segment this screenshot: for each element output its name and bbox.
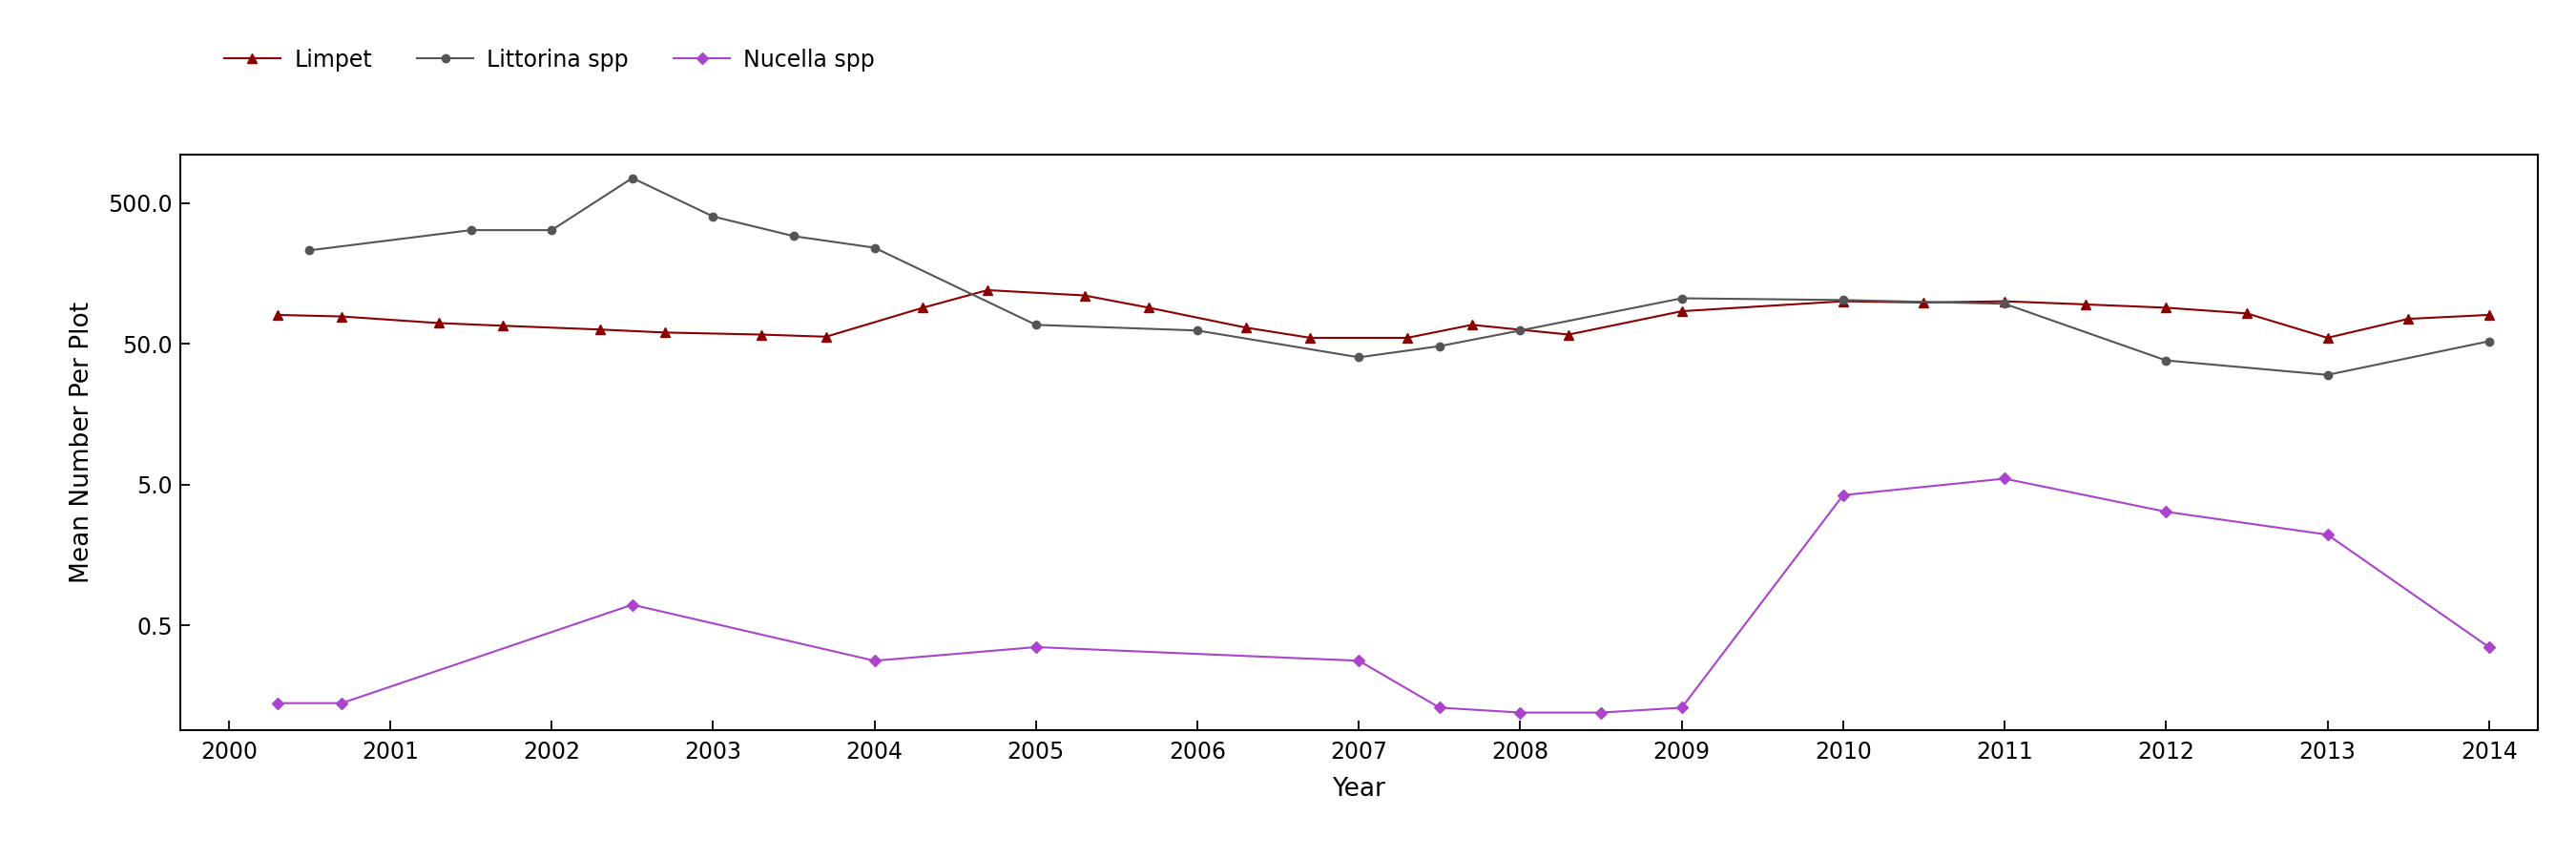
- Limpet: [1455, 320, 1486, 330]
- Littorina spp: [1182, 326, 1213, 336]
- Limpet: [2473, 310, 2504, 320]
- X-axis label: Year: Year: [1332, 777, 1386, 801]
- Nucella spp: [1425, 703, 1455, 713]
- Nucella spp: [1587, 708, 1618, 718]
- Littorina spp: [1345, 352, 1376, 362]
- Nucella spp: [1667, 703, 1698, 713]
- Littorina spp: [2473, 336, 2504, 346]
- Line: Littorina spp: Littorina spp: [307, 174, 2494, 379]
- Littorina spp: [1829, 295, 1860, 305]
- Nucella spp: [1020, 642, 1051, 652]
- Limpet: [1553, 329, 1584, 339]
- Limpet: [263, 310, 294, 320]
- Nucella spp: [1504, 708, 1535, 718]
- Littorina spp: [858, 242, 889, 253]
- Limpet: [811, 332, 842, 342]
- Littorina spp: [1504, 326, 1535, 336]
- Limpet: [1909, 297, 1940, 308]
- Littorina spp: [456, 225, 487, 235]
- Limpet: [747, 329, 778, 339]
- Nucella spp: [2313, 529, 2344, 539]
- Nucella spp: [1989, 473, 2020, 484]
- Limpet: [907, 302, 938, 313]
- Limpet: [2151, 302, 2182, 313]
- Limpet: [2071, 299, 2102, 309]
- Limpet: [585, 325, 616, 335]
- Limpet: [2231, 308, 2262, 319]
- Littorina spp: [1020, 320, 1051, 330]
- Nucella spp: [2473, 642, 2504, 652]
- Limpet: [1296, 332, 1327, 343]
- Limpet: [1829, 296, 1860, 307]
- Limpet: [1989, 296, 2020, 307]
- Line: Limpet: Limpet: [273, 285, 2494, 343]
- Limpet: [1069, 290, 1100, 301]
- Littorina spp: [294, 245, 325, 255]
- Littorina spp: [698, 211, 729, 222]
- Nucella spp: [263, 698, 294, 709]
- Limpet: [1133, 302, 1164, 313]
- Nucella spp: [327, 698, 358, 709]
- Y-axis label: Mean Number Per Plot: Mean Number Per Plot: [70, 302, 95, 583]
- Limpet: [1391, 332, 1422, 343]
- Limpet: [422, 318, 453, 328]
- Nucella spp: [1829, 490, 1860, 500]
- Littorina spp: [1989, 299, 2020, 309]
- Limpet: [1231, 322, 1262, 332]
- Limpet: [2313, 332, 2344, 343]
- Littorina spp: [616, 173, 647, 183]
- Legend: Limpet, Littorina spp, Nucella spp: Limpet, Littorina spp, Nucella spp: [216, 40, 884, 80]
- Limpet: [649, 327, 680, 338]
- Limpet: [2393, 314, 2424, 324]
- Line: Nucella spp: Nucella spp: [273, 475, 2494, 716]
- Littorina spp: [2313, 369, 2344, 380]
- Littorina spp: [536, 225, 567, 235]
- Littorina spp: [1425, 341, 1455, 351]
- Nucella spp: [1345, 655, 1376, 666]
- Nucella spp: [616, 600, 647, 610]
- Limpet: [327, 311, 358, 321]
- Littorina spp: [2151, 356, 2182, 366]
- Limpet: [971, 285, 1002, 295]
- Limpet: [487, 320, 518, 331]
- Littorina spp: [1667, 293, 1698, 303]
- Limpet: [1667, 306, 1698, 316]
- Littorina spp: [778, 231, 809, 241]
- Nucella spp: [858, 655, 889, 666]
- Nucella spp: [2151, 507, 2182, 517]
